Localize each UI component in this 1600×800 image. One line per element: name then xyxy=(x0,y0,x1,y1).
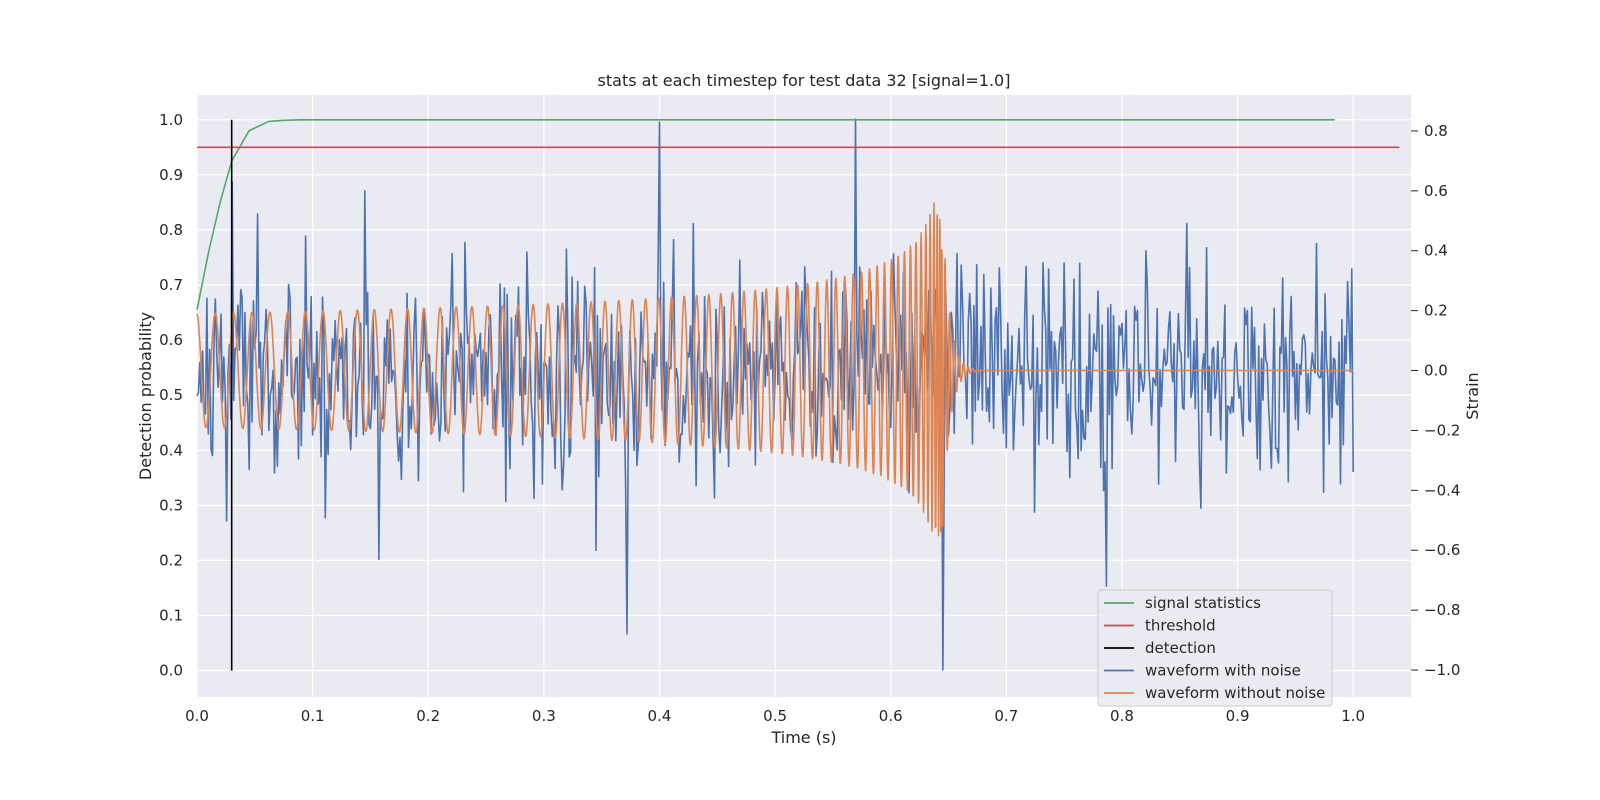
y-left-tick-label: 0.3 xyxy=(159,496,183,514)
x-tick-label: 0.8 xyxy=(1110,707,1134,725)
y-left-tick-label: 0.5 xyxy=(159,386,183,404)
legend-box xyxy=(1097,589,1333,707)
y-left-tick-label: 0.7 xyxy=(159,276,183,294)
y-right-tick-label: 0.6 xyxy=(1424,182,1448,200)
y-left-tick-label: 0.1 xyxy=(159,606,183,624)
x-tick-label: 0.4 xyxy=(648,707,672,725)
y-axis-left-ticks: 0.0 0.1 0.2 0.3 0.4 0.5 0.6 0.7 0.8 0.9 1.0 xyxy=(159,111,183,680)
y-right-tick-label: −0.6 xyxy=(1424,541,1460,559)
y-left-tick-label: 0.9 xyxy=(159,166,183,184)
waveform-with-noise-line xyxy=(196,118,1354,671)
x-axis-ticks: 0.0 0.1 0.2 0.3 0.4 0.5 0.6 0.7 0.8 0.9 1.0 xyxy=(185,707,1365,725)
waveform-without-noise-line xyxy=(196,202,1354,537)
x-tick-label: 0.7 xyxy=(994,707,1018,725)
y-right-tick-label: −1.0 xyxy=(1424,661,1460,679)
y-right-tick-label: 0.8 xyxy=(1424,122,1448,140)
x-axis-label: Time (s) xyxy=(770,728,836,747)
x-tick-label: 0.2 xyxy=(416,707,440,725)
y-right-tick-label: 0.0 xyxy=(1424,362,1448,380)
x-tick-label: 0.3 xyxy=(532,707,556,725)
y-right-tick-label: −0.2 xyxy=(1424,421,1460,439)
legend-label: waveform with noise xyxy=(1145,662,1301,680)
x-tick-label: 0.0 xyxy=(185,707,209,725)
chart-title: stats at each timestep for test data 32 … xyxy=(598,71,1011,90)
y-axis-right-label: Strain xyxy=(1463,372,1482,419)
legend-label: detection xyxy=(1145,639,1216,657)
x-tick-label: 1.0 xyxy=(1341,707,1365,725)
y-right-tick-label: 0.2 xyxy=(1424,302,1448,320)
y-left-tick-label: 0.6 xyxy=(159,331,183,349)
series-lines xyxy=(196,118,1400,671)
y-left-tick-label: 0.8 xyxy=(159,221,183,239)
y-axis-right-ticks: −1.0 −0.8 −0.6 −0.4 −0.2 0.0 0.2 0.4 0.6 0.8 xyxy=(1411,122,1460,679)
y-right-tick-label: −0.8 xyxy=(1424,601,1460,619)
legend-label: signal statistics xyxy=(1145,594,1261,612)
x-tick-label: 0.6 xyxy=(879,707,903,725)
legend-label: threshold xyxy=(1145,617,1216,635)
y-left-tick-label: 0.2 xyxy=(159,551,183,569)
signal-statistics-line xyxy=(196,119,1335,310)
y-left-tick-label: 0.0 xyxy=(159,662,183,680)
y-left-tick-label: 0.4 xyxy=(159,441,183,459)
y-left-tick-label: 1.0 xyxy=(159,111,183,129)
y-right-tick-label: −0.4 xyxy=(1424,481,1460,499)
y-right-tick-label: 0.4 xyxy=(1424,242,1448,260)
y-axis-left-label: Detection probability xyxy=(136,312,155,480)
x-tick-label: 0.1 xyxy=(301,707,325,725)
x-tick-label: 0.9 xyxy=(1226,707,1250,725)
legend: signal statistics threshold detection wavef… xyxy=(1097,589,1333,707)
x-tick-label: 0.5 xyxy=(763,707,787,725)
legend-label: waveform without noise xyxy=(1145,684,1325,702)
